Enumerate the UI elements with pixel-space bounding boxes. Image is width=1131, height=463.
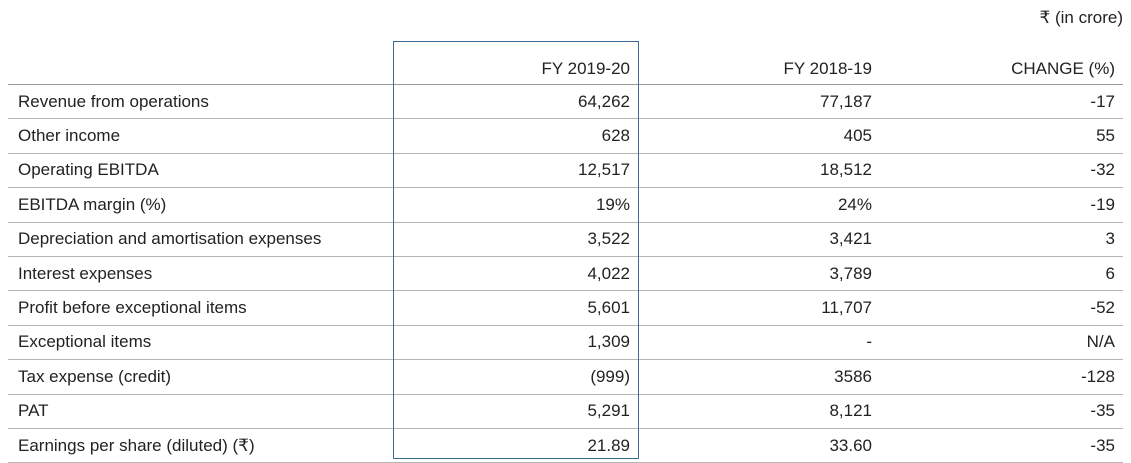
value-cell: 11,707	[638, 290, 880, 326]
row-label: Other income	[8, 118, 393, 154]
table-row: PAT 5,291 8,121 -35	[8, 394, 1123, 429]
row-label: PAT	[8, 394, 393, 429]
value-cell: 3,421	[638, 222, 880, 257]
unit-note: ₹ (in crore)	[1039, 8, 1123, 27]
value-cell: 4,022	[393, 256, 638, 292]
financial-table: FY 2019-20 FY 2018-19 CHANGE (%) Revenue f…	[8, 42, 1123, 463]
value-cell: 5,291	[393, 394, 638, 429]
value-cell: -35	[880, 428, 1123, 463]
value-cell: -35	[880, 394, 1123, 429]
value-cell: -19	[880, 187, 1123, 223]
table-row: Other income 628 405 55	[8, 118, 1123, 154]
value-cell: 12,517	[393, 153, 638, 189]
value-cell: -128	[880, 359, 1123, 395]
table-row: Tax expense (credit) (999) 3586 -128	[8, 359, 1123, 395]
row-label: Operating EBITDA	[8, 153, 393, 189]
row-label: EBITDA margin (%)	[8, 187, 393, 223]
column-header-empty	[8, 42, 393, 85]
value-cell: 77,187	[638, 84, 880, 120]
value-cell: 3,522	[393, 222, 638, 257]
value-cell: 18,512	[638, 153, 880, 189]
value-cell: 24%	[638, 187, 880, 223]
value-cell: 19%	[393, 187, 638, 223]
column-header: FY 2018-19	[638, 42, 880, 85]
value-cell: 5,601	[393, 290, 638, 326]
value-cell: 3	[880, 222, 1123, 257]
value-cell: -52	[880, 290, 1123, 326]
row-label: Earnings per share (diluted) (₹)	[8, 428, 393, 463]
value-cell: 33.60	[638, 428, 880, 463]
table-row: Interest expenses 4,022 3,789 6	[8, 256, 1123, 292]
value-cell: 3,789	[638, 256, 880, 292]
value-cell: (999)	[393, 359, 638, 395]
column-header: CHANGE (%)	[880, 42, 1123, 85]
value-cell: 21.89	[393, 428, 638, 463]
value-cell: 3586	[638, 359, 880, 395]
row-label: Interest expenses	[8, 256, 393, 292]
value-cell: 405	[638, 118, 880, 154]
value-cell: 628	[393, 118, 638, 154]
value-cell: 1,309	[393, 325, 638, 361]
table-row: EBITDA margin (%) 19% 24% -19	[8, 187, 1123, 223]
table-row: Exceptional items 1,309- N/A	[8, 325, 1123, 361]
column-header: FY 2019-20	[393, 42, 638, 85]
value-cell: -32	[880, 153, 1123, 189]
table-body: Revenue from operations 64,262 77,187 -17 Ot…	[8, 84, 1123, 463]
row-label: Profit before exceptional items	[8, 290, 393, 326]
row-label: Depreciation and amortisation expenses	[8, 222, 393, 257]
table-row: Earnings per share (diluted) (₹) 21.89 33.…	[8, 428, 1123, 463]
row-label: Tax expense (credit)	[8, 359, 393, 395]
header-row: FY 2019-20 FY 2018-19 CHANGE (%)	[8, 42, 1123, 85]
value-cell: -	[638, 325, 880, 361]
table-row: Depreciation and amortisation expenses 3,…	[8, 222, 1123, 257]
table-row: Operating EBITDA 12,517 18,512 -32	[8, 153, 1123, 189]
value-cell: 55	[880, 118, 1123, 154]
value-cell: -17	[880, 84, 1123, 120]
row-label: Exceptional items	[8, 325, 393, 361]
table-row: Profit before exceptional items 5,601 11,7…	[8, 290, 1123, 326]
table-row: Revenue from operations 64,262 77,187 -17	[8, 84, 1123, 120]
value-cell: 6	[880, 256, 1123, 292]
value-cell: 64,262	[393, 84, 638, 120]
value-cell: N/A	[880, 325, 1123, 361]
row-label: Revenue from operations	[8, 84, 393, 120]
value-cell: 8,121	[638, 394, 880, 429]
